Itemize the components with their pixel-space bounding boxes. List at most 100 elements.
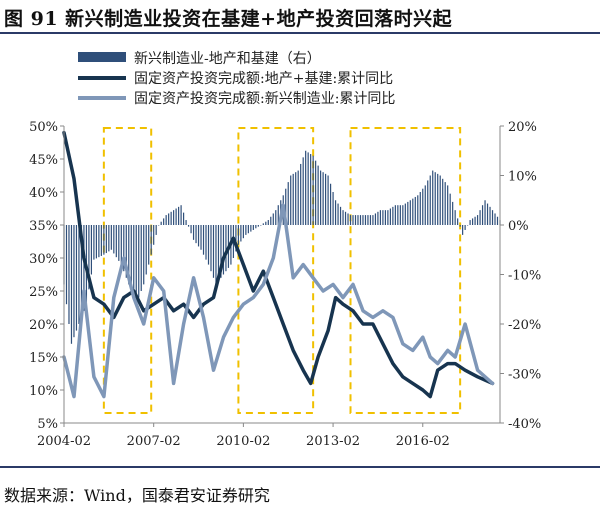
bar [404,203,406,225]
bar [103,225,105,255]
bar [272,213,274,225]
y-left-tick-label: 45% [29,153,58,168]
y-left-tick-label: 40% [29,186,58,201]
figure-title: 图 91 新兴制造业投资在基建+地产投资回落时兴起 [4,8,453,30]
bar [334,200,337,225]
bar [197,225,200,247]
bar [275,210,277,225]
bar [397,205,399,225]
bar [342,210,344,225]
bar [98,225,100,258]
bar [242,225,244,239]
bar [307,152,309,225]
legend-swatch-bar [78,52,126,62]
y-left-tick-label: 15% [29,351,58,366]
bar [387,210,389,225]
bar [362,215,364,225]
bar [382,210,384,225]
bar [267,220,269,225]
bar [148,225,150,265]
bar [212,225,215,278]
bar [469,220,471,225]
highlight-period-1 [102,127,153,414]
bar [297,170,299,225]
bar [222,225,225,275]
bar [83,225,85,311]
bar [120,225,122,265]
bar [454,210,456,225]
bar [93,225,95,260]
bar [424,185,426,225]
bar [491,210,494,225]
legend-label: 新兴制造业-地产和基建（右） [134,50,321,67]
bar [471,218,474,225]
bar [90,225,93,275]
bar [444,182,446,225]
bar [369,215,372,225]
bar [88,225,90,290]
bar [427,180,429,225]
bar [407,201,409,225]
bar [354,215,357,225]
bar [389,208,391,225]
bar [327,175,329,225]
bar [337,203,339,225]
bar [210,225,212,272]
bar [357,215,359,225]
bar [310,154,312,225]
legend-label: 固定资产投资完成额:新兴制造业:累计同比 [134,91,395,107]
bar [429,175,431,225]
bar [315,160,317,225]
footer-rule [0,466,600,468]
bar [155,225,157,235]
bar [300,163,302,225]
bar [332,192,334,225]
y-left-tick-label: 20% [29,318,58,333]
bar [434,172,436,225]
bar [190,225,192,234]
bar [262,223,264,225]
bar [467,225,469,226]
legend-label: 固定资产投资完成额:地产+基建:累计同比 [134,70,393,87]
bar [374,213,377,225]
bar [125,225,127,278]
y-left-tick-label: 30% [29,252,58,267]
bar [325,173,327,225]
bar [290,175,292,225]
bar [367,215,369,225]
bar [225,225,227,272]
bar [496,216,499,225]
bar [195,225,197,244]
bar [115,225,117,258]
bar [200,225,202,250]
bar [133,225,135,298]
bar [178,206,180,225]
bar [158,225,160,226]
bar [123,225,125,272]
bar [270,216,272,225]
bar [252,225,254,230]
bar [173,210,175,225]
bar [329,183,332,225]
bar [235,225,237,252]
bar [220,225,222,278]
y-left-tick-label: 35% [29,219,58,234]
bar [70,225,73,344]
y-right-tick-label: 10% [508,170,537,185]
title-bar: 图 91 新兴制造业投资在基建+地产投资回落时兴起 [0,0,600,34]
bar [489,206,491,225]
y-left-tick-label: 50% [29,120,58,135]
bar [287,182,289,225]
bar [302,157,304,225]
bar [237,225,239,245]
bar [130,225,132,291]
source-note: 数据来源：Wind，国泰君安证券研究 [4,486,270,505]
bar [245,225,247,235]
bar [432,170,434,225]
bar [419,192,421,225]
bar [207,225,210,265]
bar [305,150,307,225]
bar [110,225,112,250]
bar [295,172,297,225]
bar [414,196,416,225]
